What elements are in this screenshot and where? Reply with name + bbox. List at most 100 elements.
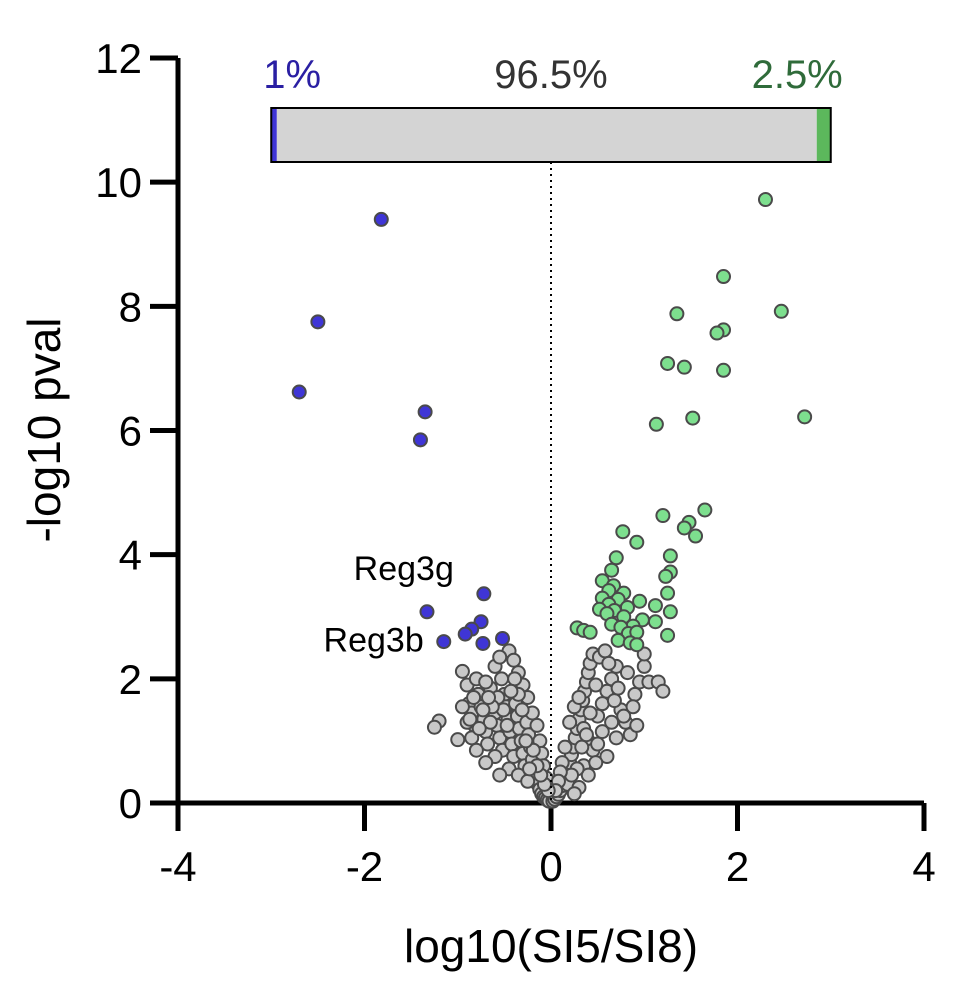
data-point [669,306,685,322]
data-point [492,767,508,783]
y-tick-label: 8 [119,283,142,330]
data-point [480,736,496,752]
data-point [757,192,773,208]
data-point [454,663,470,679]
data-point [594,696,610,712]
data-point [482,714,498,730]
data-point [582,705,598,721]
data-point [468,742,484,758]
data-point [662,548,678,564]
y-tick-label: 2 [119,656,142,703]
data-point [601,655,617,671]
data-point [450,732,466,748]
data-point [499,717,515,733]
data-point [478,674,494,690]
data-point [574,739,590,755]
data-point [616,708,632,724]
data-point [797,409,813,425]
data-point [709,325,725,341]
x-tick-label: 2 [726,843,749,890]
data-point [476,586,492,602]
data-point [625,699,641,715]
data-point [562,714,578,730]
data-point [660,627,676,643]
data-point [503,683,519,699]
data-point [636,658,652,674]
data-point [291,384,307,400]
data-point [417,404,433,420]
y-tick-label: 10 [95,159,142,206]
data-point [632,593,648,609]
proportion-segment [271,108,277,162]
x-tick-label: -2 [346,843,383,890]
data-point [522,761,538,777]
data-points [291,192,813,809]
data-point [571,689,587,705]
data-point [660,585,676,601]
data-point [475,635,491,651]
data-point [627,686,643,702]
data-point [426,719,442,735]
data-point [604,562,620,578]
data-point [648,416,664,432]
data-point [697,502,713,518]
data-point [412,432,428,448]
data-point [647,598,663,614]
data-point [647,614,663,630]
data-point [529,717,545,733]
data-point [688,528,704,544]
data-point [716,362,732,378]
data-point [629,534,645,550]
data-point [655,683,671,699]
data-point [685,410,701,426]
gene-annotation: Reg3b [324,622,424,660]
x-tick-label: 4 [912,843,935,890]
data-point [507,671,523,687]
data-point [419,604,435,620]
data-point [578,727,594,743]
data-point [436,634,452,650]
data-point [310,314,326,330]
data-point [716,269,732,285]
data-point [492,649,508,665]
data-point [773,303,789,319]
data-point [629,637,645,653]
data-point [373,211,389,227]
data-point [454,699,470,715]
data-point [629,717,645,733]
data-point [580,767,596,783]
data-point [478,755,494,771]
data-point [604,714,620,730]
y-tick-label: 12 [95,35,142,82]
data-point [662,604,678,620]
data-point [655,508,671,524]
data-point [597,643,613,659]
data-point [608,550,624,566]
data-point [466,689,482,705]
data-point [658,568,674,584]
data-point [676,520,692,536]
data-point [588,677,604,693]
data-point [475,702,491,718]
data-point [557,739,573,755]
annotations: Reg3g Reg3b [324,550,454,660]
data-point [506,652,522,668]
data-point [590,736,606,752]
x-tick-label: -4 [159,843,196,890]
y-tick-label: 0 [119,780,142,827]
data-point [608,730,624,746]
data-point [495,630,511,646]
data-point [462,711,478,727]
data-point [619,665,635,681]
data-point [610,632,626,648]
gene-annotation: Reg3g [354,550,454,588]
proportion-label: 2.5% [752,53,843,97]
data-point [520,773,536,789]
data-point [599,748,615,764]
data-point [676,359,692,375]
proportion-segment [276,108,817,162]
data-point [566,786,582,802]
proportion-label: 96.5% [494,53,607,97]
data-point [471,721,487,736]
